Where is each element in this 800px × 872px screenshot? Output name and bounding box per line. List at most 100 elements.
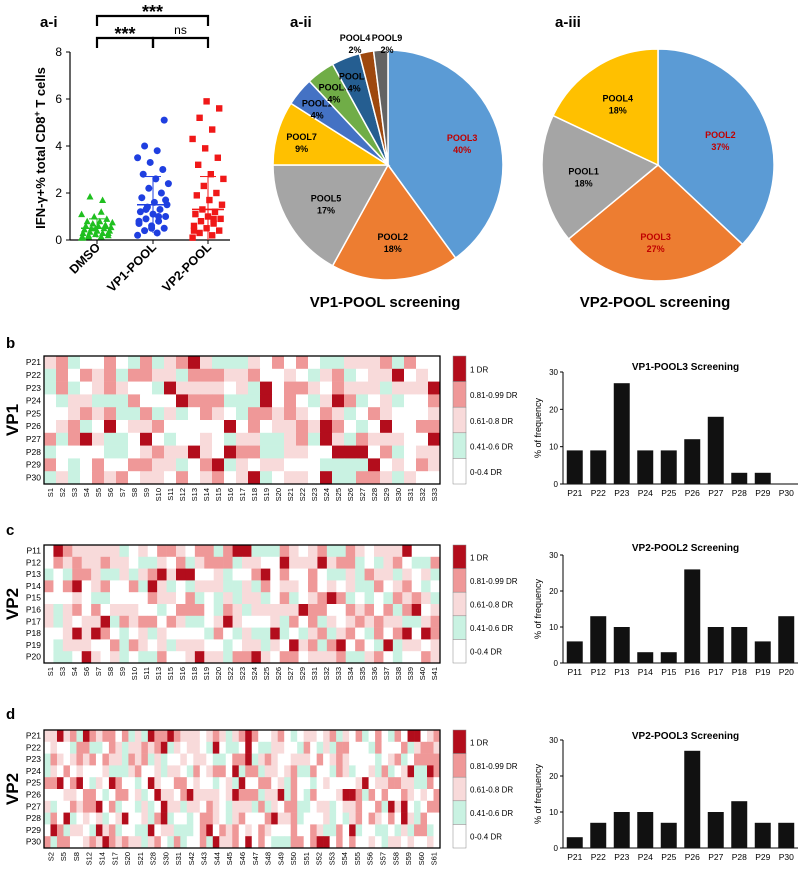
heatmap-cell: [68, 420, 81, 434]
heatmap-cell: [140, 471, 153, 485]
heatmap-cell: [147, 604, 158, 617]
heatmap-cell: [258, 836, 266, 849]
heatmap-cell: [297, 812, 304, 825]
heatmap-cell: [251, 639, 262, 652]
heatmap-cell: [80, 445, 93, 459]
pie-slice-label: 4%: [348, 83, 361, 93]
x-tick-label: P17: [708, 667, 723, 677]
heatmap-cell: [368, 407, 381, 421]
data-point: [155, 213, 163, 220]
heatmap-cell: [92, 420, 105, 434]
heatmap-cell: [383, 545, 394, 558]
heatmap-cell: [80, 471, 93, 485]
heatmap-cell: [251, 592, 262, 605]
heatmap-cell: [72, 568, 83, 581]
heatmap-cell: [68, 407, 81, 421]
heatmap-cell: [404, 407, 417, 421]
heatmap-cell: [392, 556, 403, 569]
heatmap-cell: [336, 568, 347, 581]
heatmap-col-label: S21: [286, 488, 295, 501]
x-tick-label: P24: [638, 852, 653, 862]
heatmap-cell: [121, 824, 129, 837]
heatmap-cell: [427, 741, 434, 754]
heatmap-cell: [102, 800, 110, 813]
heatmap-cell: [401, 824, 408, 837]
heatmap-cell: [91, 592, 101, 605]
heatmap-row-label: P28: [26, 447, 41, 457]
heatmap-cell: [154, 836, 162, 849]
legend-label: 0-0.4 DR: [470, 648, 502, 657]
heatmap-cell: [173, 777, 181, 790]
heatmap-cell: [128, 545, 139, 558]
heatmap-cell: [219, 836, 227, 849]
heatmap-col-label: S8: [130, 488, 139, 497]
heatmap-col-label: S46: [238, 852, 247, 865]
heatmap-cell: [147, 741, 155, 754]
heatmap-cell: [212, 394, 225, 408]
heatmap-cell: [264, 789, 272, 802]
heatmap-cell: [320, 445, 333, 459]
heatmap-cell: [213, 580, 224, 593]
heatmap-cell: [248, 381, 261, 395]
x-tick-label: P14: [638, 667, 653, 677]
data-point: [197, 218, 205, 225]
heatmap-cell: [411, 545, 422, 558]
y-tick-label: 0: [554, 659, 559, 668]
heatmap-cell: [388, 753, 395, 766]
heatmap-cell: [157, 604, 167, 617]
heatmap-cell: [167, 836, 175, 849]
data-point: [202, 145, 209, 152]
heatmap-col-label: S13: [154, 667, 163, 680]
heatmap-cell: [173, 730, 181, 743]
heatmap-cell: [284, 836, 291, 849]
heatmap-cell: [225, 730, 233, 743]
heatmap-cell: [63, 836, 71, 849]
heatmap-cell: [383, 556, 394, 569]
heatmap-cell: [147, 545, 158, 558]
heatmap-cell: [128, 615, 139, 628]
heatmap-row-label: P26: [26, 789, 41, 799]
heatmap-cell: [411, 615, 422, 628]
heatmap-cell: [323, 753, 330, 766]
heatmap-cell: [392, 458, 405, 472]
data-point: [146, 158, 154, 166]
heatmap-col-label: S13: [190, 488, 199, 501]
legend-label: 0.41-0.6 DR: [470, 624, 513, 633]
heatmap-cell: [176, 394, 189, 408]
heatmap-col-label: S33: [334, 667, 343, 680]
heatmap-cell: [199, 765, 207, 778]
heatmap-cell: [290, 789, 298, 802]
heatmap-cell: [56, 765, 64, 778]
heatmap-cell: [362, 824, 369, 837]
heatmap-col-label: S6: [106, 488, 115, 497]
heatmap-cell: [100, 604, 111, 617]
heatmap-cell: [193, 777, 201, 790]
heatmap-row-label: P24: [26, 396, 41, 406]
heatmap-cell: [290, 812, 298, 825]
heatmap-cell: [388, 730, 395, 743]
heatmap-cell: [402, 627, 413, 640]
heatmap-cell: [381, 777, 389, 790]
heatmap-cell: [147, 836, 155, 849]
heatmap-cell: [152, 445, 165, 459]
heatmap-cell: [44, 420, 57, 434]
heatmap-col-label: S54: [340, 852, 349, 865]
data-point: [213, 189, 220, 197]
x-tick-label: P25: [661, 488, 676, 498]
heatmap-cell: [394, 812, 402, 825]
heatmap-cell: [81, 651, 92, 664]
heatmap-cell: [160, 789, 168, 802]
heatmap-cell: [248, 394, 261, 408]
heatmap-cell: [329, 730, 337, 743]
heatmap-cell: [364, 639, 375, 652]
heatmap-cell: [56, 381, 69, 395]
heatmap-cell: [416, 407, 429, 421]
heatmap-cell: [92, 445, 105, 459]
heatmap-cell: [89, 741, 97, 754]
heatmap-cell: [236, 407, 249, 421]
legend-label: 0.61-0.8 DR: [470, 786, 513, 795]
heatmap-cell: [102, 753, 110, 766]
heatmap-cell: [81, 604, 92, 617]
x-tick-label: P23: [614, 852, 629, 862]
